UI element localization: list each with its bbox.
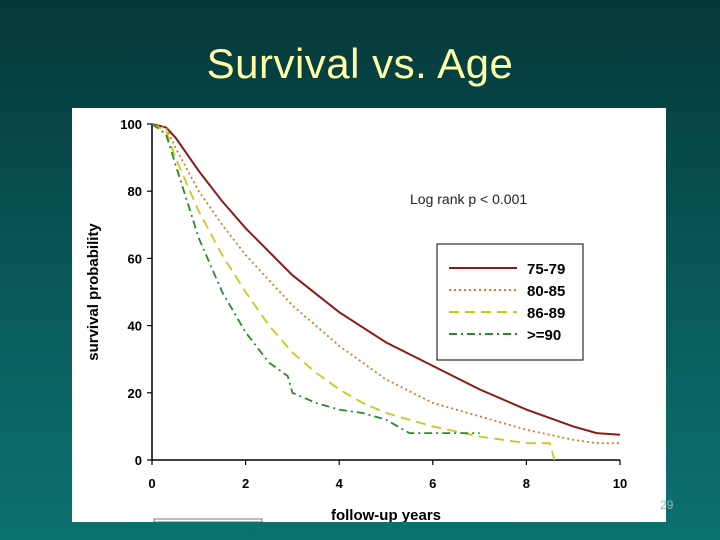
page-number: 29 [660,498,674,512]
series-line [151,123,621,436]
slide-title: Survival vs. Age [206,40,514,87]
x-tick-label: 0 [148,476,155,491]
axes [151,124,620,461]
y-tick-label: 80 [128,184,142,199]
y-tick-label: 60 [128,251,142,266]
y-tick-label: 40 [128,319,142,334]
legend-box [436,243,584,361]
x-tick-label: 2 [242,476,249,491]
legend-label: 75-79 [527,261,565,278]
chart-panel: 0 20 40 60 80 100 0 2 4 6 8 10 survival probability… [72,108,666,524]
survival-chart: 0 20 40 60 80 100 0 2 4 6 8 10 survival probability… [85,117,627,524]
y-tick-label: 0 [135,453,142,468]
series-line [151,123,620,445]
y-tick-label: 20 [128,386,142,401]
x-tick-label: 6 [429,476,436,491]
legend-label: 80-85 [527,283,565,300]
x-axis-title: follow-up years [331,507,441,522]
log-rank-annotation: Log rank p < 0.001 [410,191,527,207]
y-axis-title: survival probability [85,223,102,361]
series-line [151,123,556,461]
x-tick-label: 10 [613,476,627,491]
ticks: 0 20 40 60 80 100 0 2 4 6 8 10 [120,117,627,491]
x-tick-label: 8 [523,476,530,491]
legend-label: >=90 [527,327,561,344]
legend: 75-79 80-85 86-89 >=90 [436,243,584,361]
x-tick-label: 4 [336,476,344,491]
legend-label: 86-89 [527,305,565,322]
y-tick-label: 100 [120,117,142,132]
series-line [151,123,480,434]
series-layer [151,123,621,461]
partial-frame [153,518,263,523]
